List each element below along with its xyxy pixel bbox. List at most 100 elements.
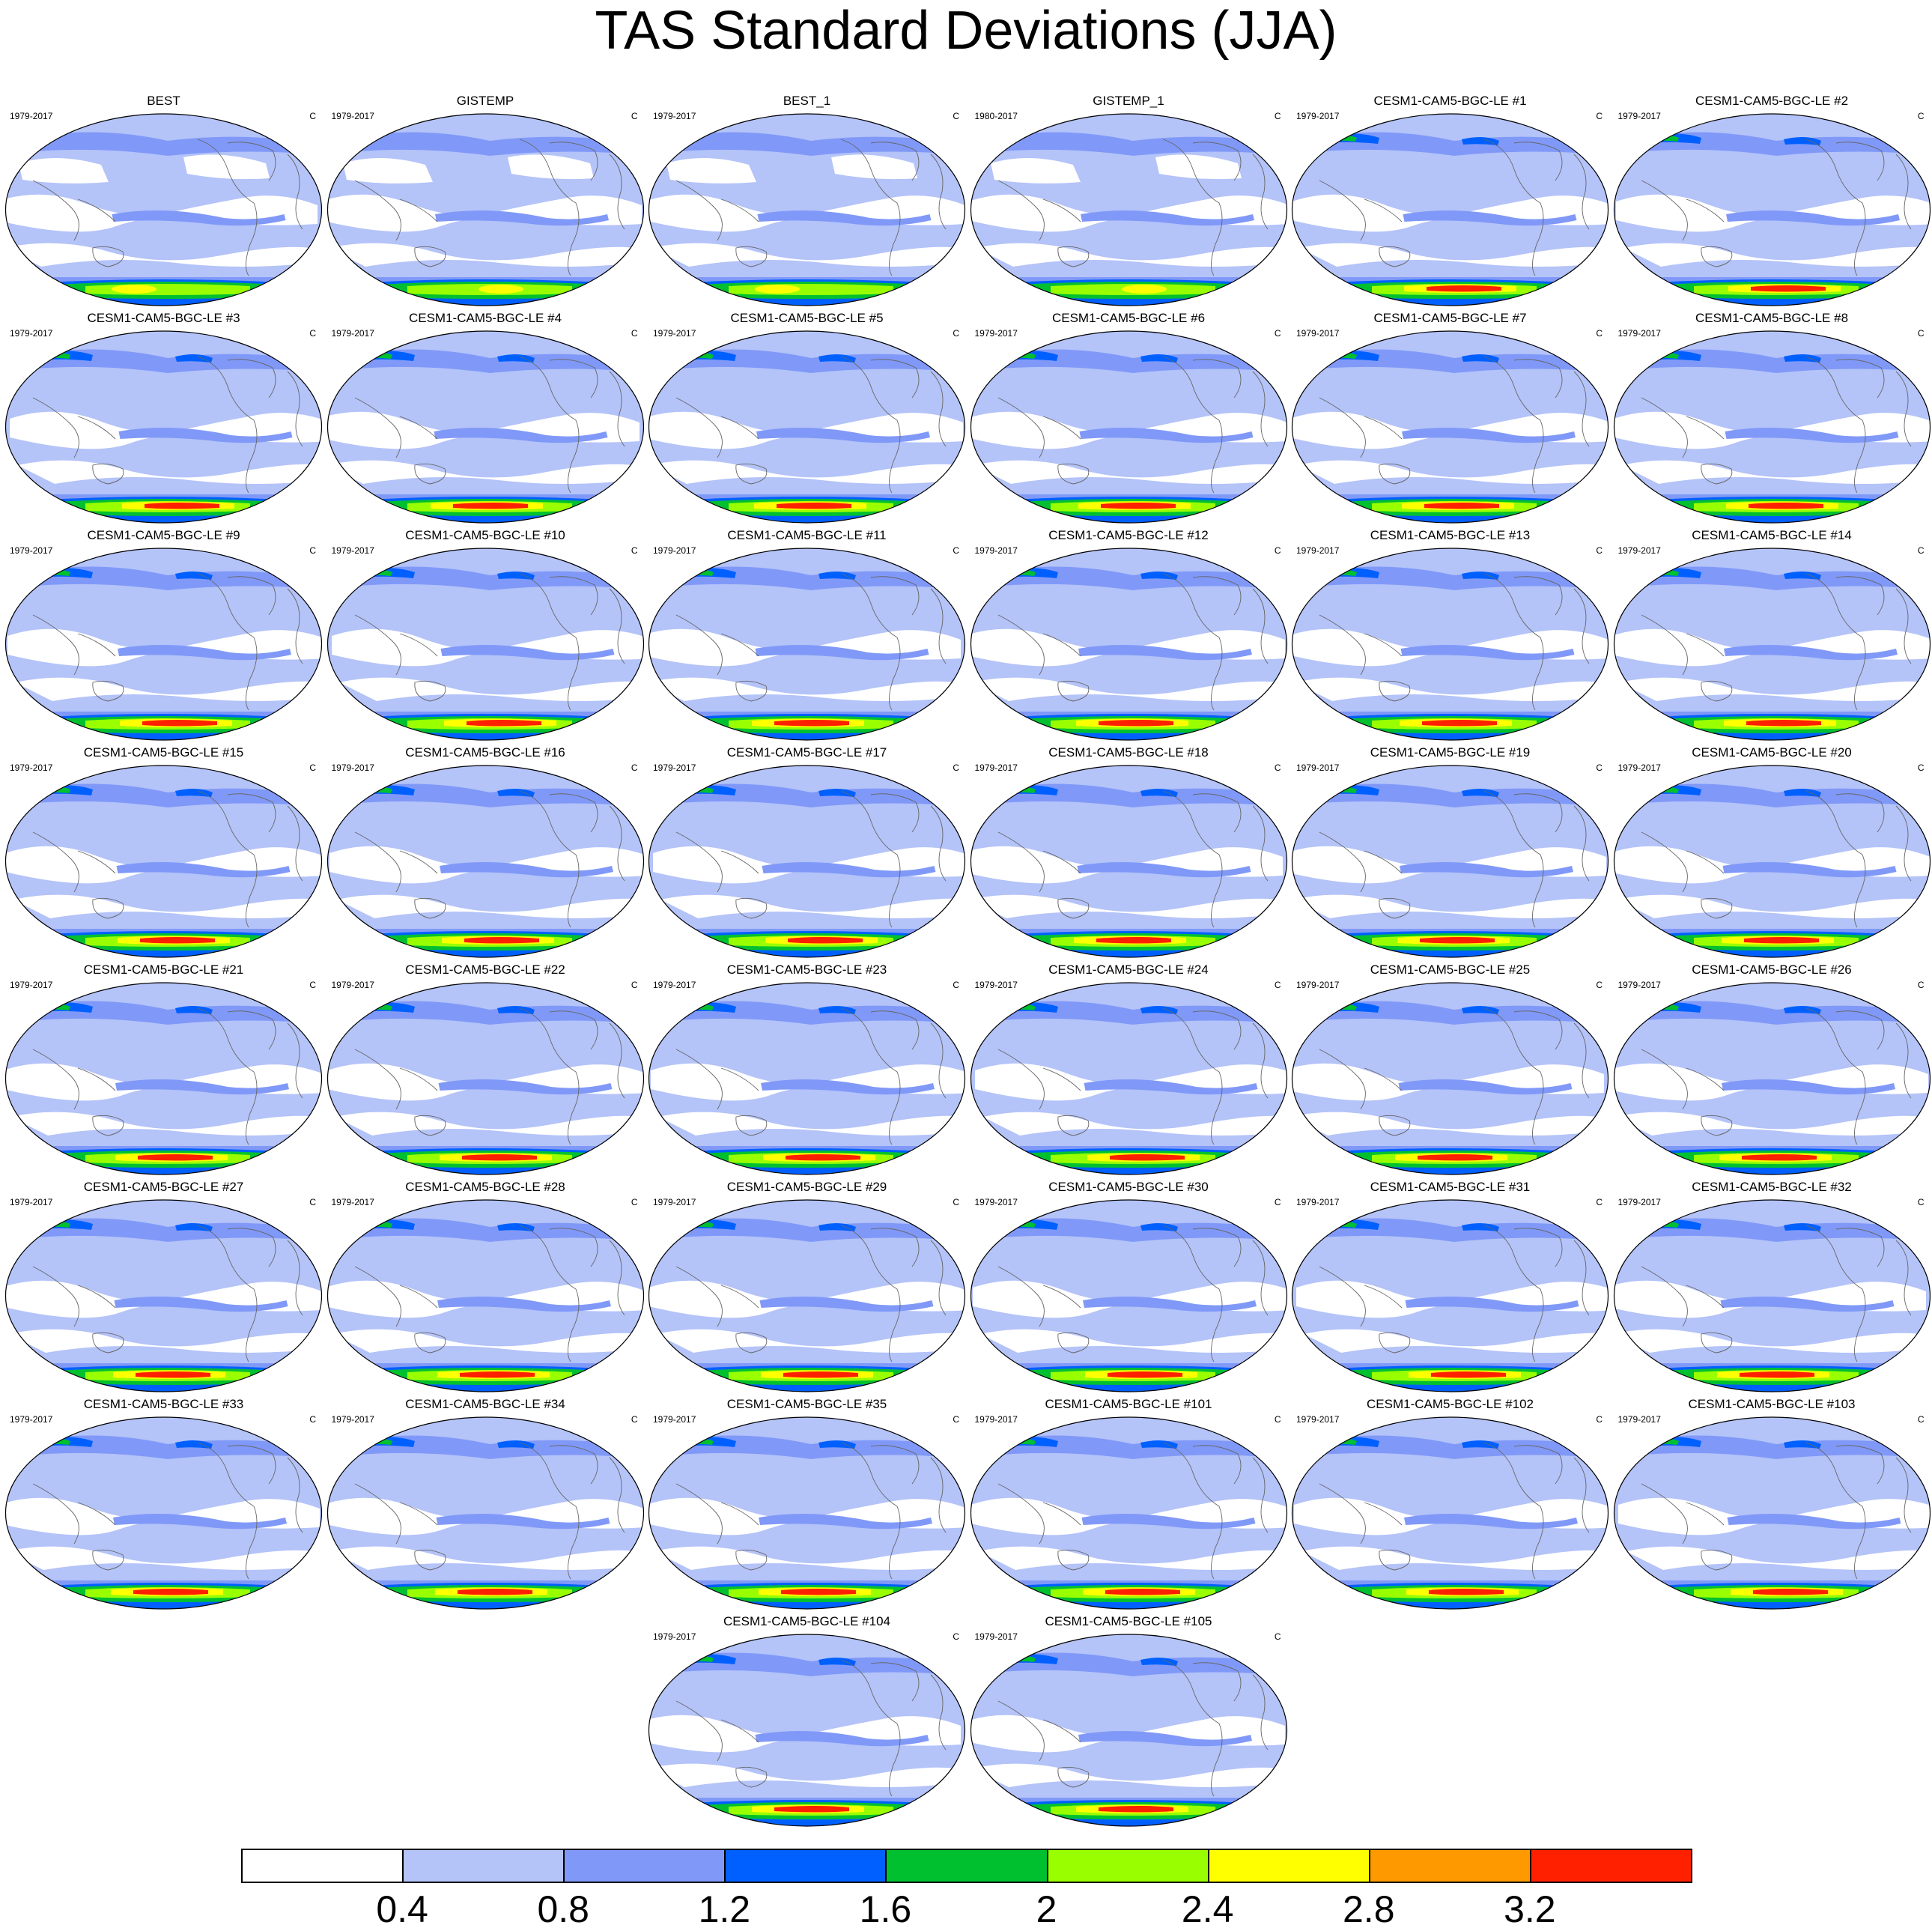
world-map <box>968 1413 1289 1613</box>
world-map <box>1611 327 1932 527</box>
map-field <box>646 761 967 962</box>
world-map <box>1289 544 1611 745</box>
antarctic-peak <box>1108 1371 1182 1378</box>
antarctic-peak <box>1751 285 1826 292</box>
world-map <box>646 978 967 1179</box>
panel-title: CESM1-CAM5-BGC-LE #30 <box>968 1180 1289 1194</box>
colorbar-swatch <box>1047 1849 1209 1883</box>
map-field <box>646 1413 967 1613</box>
world-map <box>1289 1195 1611 1396</box>
map-field <box>325 544 646 745</box>
antarctic-peak <box>1099 720 1173 727</box>
map-field <box>1289 544 1611 745</box>
panel-title: CESM1-CAM5-BGC-LE #23 <box>646 963 967 977</box>
antarctic-peak <box>136 1371 210 1378</box>
map-field <box>1289 1413 1611 1613</box>
world-map <box>646 1195 967 1396</box>
map-field <box>968 978 1289 1179</box>
world-map <box>1611 978 1932 1179</box>
map-field <box>968 1195 1289 1396</box>
world-map <box>968 978 1289 1179</box>
world-map <box>1289 978 1611 1179</box>
antarctic-band <box>325 1580 646 1613</box>
panel-title: CESM1-CAM5-BGC-LE #21 <box>3 963 324 977</box>
panel-title: CESM1-CAM5-BGC-LE #8 <box>1611 312 1932 325</box>
colorbar <box>241 1849 1691 1883</box>
antarctic-peak <box>1746 720 1821 727</box>
panel-title: CESM1-CAM5-BGC-LE #24 <box>968 963 1289 977</box>
panel-title: GISTEMP <box>325 94 646 108</box>
map-field <box>646 1195 967 1396</box>
colorbar-tick-label: 2 <box>1002 1888 1092 1931</box>
world-map <box>325 1195 646 1396</box>
colorbar-tick-label: 1.6 <box>840 1888 930 1931</box>
antarctic-peak <box>138 1154 213 1161</box>
map-field <box>3 327 324 527</box>
antarctic-peak <box>1110 1154 1185 1161</box>
map-field <box>646 544 967 745</box>
map-field <box>646 978 967 1179</box>
map-field <box>325 761 646 962</box>
colorbar-swatch <box>724 1849 887 1883</box>
antarctic-peak <box>464 937 539 944</box>
map-field <box>3 1195 324 1396</box>
antarctic-peak <box>458 1589 532 1595</box>
colorbar-tick-label: 2.8 <box>1324 1888 1414 1931</box>
antarctic-peak <box>133 1589 208 1595</box>
panel-title: CESM1-CAM5-BGC-LE #104 <box>646 1615 967 1628</box>
colorbar-tick-label: 3.2 <box>1485 1888 1575 1931</box>
panel-title: CESM1-CAM5-BGC-LE #32 <box>1611 1180 1932 1194</box>
map-field <box>3 109 324 310</box>
antarctic-peak <box>755 285 800 294</box>
panel-title: CESM1-CAM5-BGC-LE #5 <box>646 312 967 325</box>
world-map <box>3 1195 324 1396</box>
antarctic-lime <box>729 284 893 295</box>
panel-title: CESM1-CAM5-BGC-LE #3 <box>3 312 324 325</box>
panel-title: CESM1-CAM5-BGC-LE #26 <box>1611 963 1932 977</box>
antarctic-peak <box>1418 1154 1492 1161</box>
world-map <box>968 109 1289 310</box>
antarctic-peak <box>142 720 217 727</box>
panel-title: CESM1-CAM5-BGC-LE #11 <box>646 529 967 542</box>
panel-title: CESM1-CAM5-BGC-LE #28 <box>325 1180 646 1194</box>
map-field <box>646 109 967 310</box>
map-field <box>968 1630 1289 1831</box>
world-map <box>1611 1195 1932 1396</box>
colorbar-tick-label: 0.8 <box>518 1888 608 1931</box>
antarctic-peak <box>1420 937 1495 944</box>
panel-title: CESM1-CAM5-BGC-LE #22 <box>325 963 646 977</box>
antarctic-peak <box>1753 1589 1828 1595</box>
panel-title: GISTEMP_1 <box>968 94 1289 108</box>
world-map <box>1289 1413 1611 1613</box>
antarctic-peak <box>786 1154 860 1161</box>
map-field <box>325 1413 646 1613</box>
antarctic-peak <box>774 1806 849 1813</box>
antarctic-peak <box>1429 1589 1504 1595</box>
world-map <box>1289 109 1611 310</box>
antarctic-peak <box>1749 503 1823 509</box>
colorbar-tick-label: 2.4 <box>1163 1888 1253 1931</box>
world-map <box>325 978 646 1179</box>
map-field <box>3 761 324 962</box>
panel-title: CESM1-CAM5-BGC-LE #12 <box>968 529 1289 542</box>
world-map <box>646 761 967 962</box>
map-field <box>325 978 646 1179</box>
